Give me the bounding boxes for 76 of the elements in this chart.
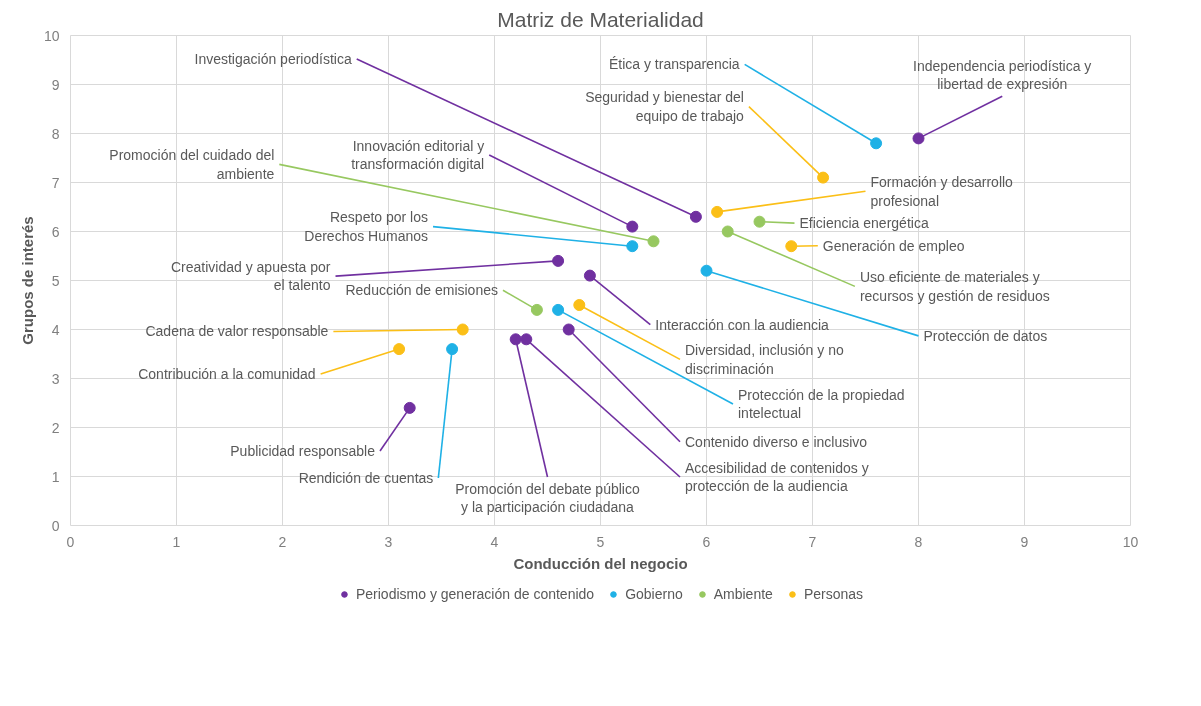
point: [520, 333, 533, 346]
x-axis-title: Conducción del negocio: [513, 554, 688, 572]
annotation: Contenido diverso e inclusivo: [685, 433, 868, 450]
point: [583, 269, 596, 282]
x-tick-label: 10: [1122, 533, 1139, 550]
annotation: Diversidad, inclusión y no discriminación: [685, 342, 844, 377]
annotation: Protección de datos: [923, 327, 1048, 344]
x-tick-label: 5: [596, 533, 605, 550]
annotation: Generación de empleo: [822, 237, 965, 254]
x-tick-label: 3: [384, 533, 393, 550]
point: [552, 254, 565, 267]
y-tick-label: 1: [51, 468, 60, 485]
y-tick-label: 5: [51, 272, 60, 289]
y-tick-label: 3: [51, 370, 60, 387]
point: [689, 210, 702, 223]
y-tick-label: 6: [51, 223, 60, 240]
annotation: Formación y desarrollo profesional: [870, 174, 1014, 209]
point: [817, 171, 830, 184]
annotation: Accesibilidad de contenidos y protección de la audiencia: [685, 459, 869, 495]
point: [711, 205, 724, 218]
x-tick-label: 0: [66, 533, 75, 550]
x-tick-label: 1: [172, 533, 181, 550]
point: [870, 137, 883, 150]
annotation: Respeto por los Derechos Humanos: [304, 209, 429, 244]
point: [552, 303, 565, 316]
annotation: Eficiencia energética: [799, 215, 929, 232]
y-tick-label: 4: [51, 321, 60, 338]
x-tick-label: 8: [914, 533, 923, 550]
point: [530, 303, 543, 316]
annotation: Promoción del debate público y la participación ciudadana: [455, 480, 640, 516]
annotation: Innovación editorial y transformación digital: [351, 137, 485, 173]
point: [573, 299, 586, 311]
chart-title: Matriz de Materialidad: [497, 7, 704, 31]
annotation: Contribución a la comunidad: [138, 366, 316, 383]
annotation: Promoción del cuidado del ambiente: [109, 147, 275, 182]
y-axis-title: Grupos de interés: [18, 216, 36, 345]
point: [912, 132, 925, 145]
y-tick-label: 10: [43, 27, 60, 44]
y-tick-label: 9: [51, 76, 60, 93]
point: [562, 323, 575, 336]
annotation: Cadena de valor responsable: [145, 323, 329, 340]
x-tick-label: 6: [702, 533, 711, 550]
point: [785, 240, 798, 253]
legend-label: Ambiente: [713, 586, 773, 602]
annotation: Uso eficiente de materiales y recursos y gestión de residuos: [859, 269, 1050, 304]
x-tick-label: 7: [808, 533, 817, 550]
legend-label: Gobierno: [625, 586, 683, 602]
point: [753, 215, 766, 228]
legend-label: Periodismo y generación de contenido: [355, 586, 595, 602]
annotation: Interacción con la audiencia: [655, 316, 830, 333]
y-tick-label: 2: [51, 419, 60, 436]
point: [626, 220, 639, 233]
annotation: Creatividad y apuesta por el talento: [170, 258, 331, 294]
point: [446, 343, 459, 356]
point: [456, 323, 469, 336]
annotation: Investigación periodística: [194, 51, 352, 68]
point: [393, 343, 406, 356]
point: [403, 401, 416, 414]
x-tick-label: 9: [1020, 533, 1029, 550]
y-tick-label: 8: [51, 125, 60, 142]
point: [647, 235, 660, 248]
y-tick-label: 7: [51, 174, 60, 191]
annotation: Rendición de cuentas: [298, 469, 434, 486]
annotation: Ética y transparencia: [608, 56, 740, 73]
legend-label: Personas: [803, 586, 864, 602]
point: [700, 264, 713, 277]
annotation: Publicidad responsable: [230, 443, 376, 460]
annotation: Reducción de emisiones: [345, 282, 498, 299]
point: [626, 240, 639, 253]
x-tick-label: 4: [490, 533, 499, 550]
point: [721, 225, 734, 238]
annotation: Independencia periodística y libertad de expresión: [913, 57, 1092, 93]
annotation: Seguridad y bienestar del equipo de trabajo: [585, 89, 745, 124]
y-tick-label: 0: [51, 517, 60, 534]
annotation: Protección de la propiedad intelectual: [738, 386, 905, 422]
x-tick-label: 2: [278, 533, 287, 550]
